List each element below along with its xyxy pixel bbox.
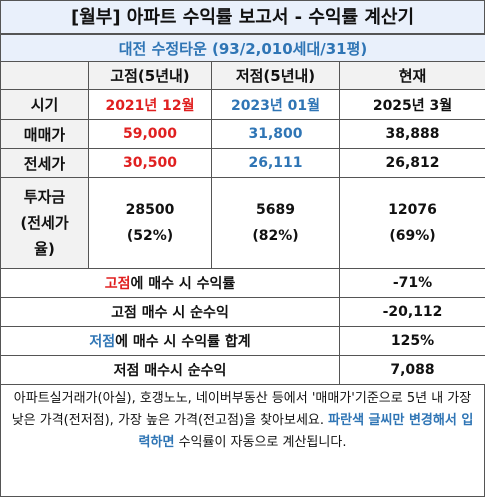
row-label-jeonse-price: 전세가 [1, 149, 89, 178]
now-investment-amount: 12076 [340, 197, 485, 223]
now-jeonse-price-cell: 26,812 [340, 149, 485, 178]
low-investment-cell: 5689 (82%) [212, 178, 340, 269]
low-investment-ratio: (82%) [212, 223, 339, 249]
low-return-label-rest: 에 매수 시 수익률 합계 [115, 334, 250, 350]
apartment-subtitle: 대전 수정타운 (93/2,010세대/31평) [1, 35, 485, 62]
now-sale-price-cell: 38,888 [340, 120, 485, 149]
high-jeonse-price-cell[interactable]: 30,500 [89, 149, 212, 178]
summary-high-return-label: 고점에 매수 시 수익률 [1, 269, 340, 298]
high-keyword: 고점 [105, 276, 131, 292]
note-part2: 수익률이 자동으로 계산됩니다. [174, 435, 346, 450]
summary-low-profit-label: 저점 매수시 순수익 [1, 356, 340, 385]
low-sale-price-cell[interactable]: 31,800 [212, 120, 340, 149]
page-title: [월부] 아파트 수익률 보고서 - 수익률 계산기 [0, 0, 485, 34]
high-investment-ratio: (52%) [89, 223, 211, 249]
summary-high-profit-label: 고점 매수 시 순수익 [1, 298, 340, 327]
row-label-sale-price: 매매가 [1, 120, 89, 149]
high-period-cell[interactable]: 2021년 12월 [89, 90, 212, 120]
header-high: 고점(5년내) [89, 62, 212, 90]
summary-low-return-label: 저점에 매수 시 수익률 합계 [1, 327, 340, 356]
summary-low-return-value: 125% [340, 327, 485, 356]
summary-low-profit-value: 7,088 [340, 356, 485, 385]
summary-high-profit-value: -20,112 [340, 298, 485, 327]
high-return-label-rest: 에 매수 시 수익률 [130, 276, 235, 292]
low-jeonse-price-cell[interactable]: 26,111 [212, 149, 340, 178]
investment-label-line3: 율) [1, 236, 88, 262]
header-now: 현재 [340, 62, 485, 90]
high-sale-price-cell[interactable]: 59,000 [89, 120, 212, 149]
investment-label-line2: (전세가 [1, 210, 88, 236]
report-table: 대전 수정타운 (93/2,010세대/31평) 고점(5년내) 저점(5년내)… [0, 34, 485, 385]
header-low: 저점(5년내) [212, 62, 340, 90]
low-investment-amount: 5689 [212, 197, 339, 223]
high-investment-cell: 28500 (52%) [89, 178, 212, 269]
header-empty [1, 62, 89, 90]
summary-high-return-value: -71% [340, 269, 485, 298]
high-investment-amount: 28500 [89, 197, 211, 223]
low-period-cell[interactable]: 2023년 01월 [212, 90, 340, 120]
now-period-cell: 2025년 3월 [340, 90, 485, 120]
row-label-investment: 투자금 (전세가 율) [1, 178, 89, 269]
instruction-note: 아파트실거래가(아실), 호갱노노, 네이버부동산 등에서 '매매가'기준으로 … [0, 385, 485, 497]
now-investment-ratio: (69%) [340, 223, 485, 249]
row-label-period: 시기 [1, 90, 89, 120]
report-card: [월부] 아파트 수익률 보고서 - 수익률 계산기 대전 수정타운 (93/2… [0, 0, 485, 484]
now-investment-cell: 12076 (69%) [340, 178, 485, 269]
low-keyword: 저점 [89, 334, 115, 350]
investment-label-line1: 투자금 [1, 184, 88, 210]
